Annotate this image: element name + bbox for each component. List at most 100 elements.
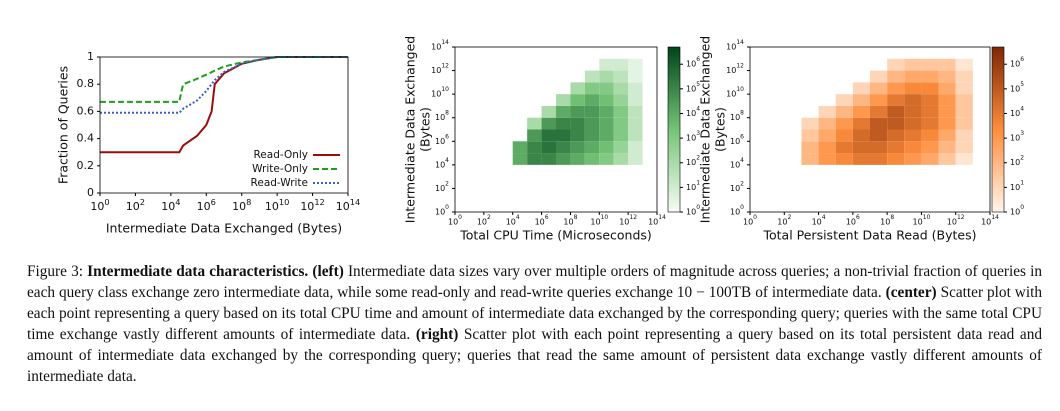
heat-cell	[938, 94, 956, 106]
y-tick-label: 0	[87, 186, 94, 199]
figure: 100 102 104 106 108 1010 1012 1014 0 0.2 0.4 0.6 0.8…	[56, 36, 1025, 243]
colorbar-tick-label: 104	[1010, 105, 1024, 118]
heat-cell	[904, 94, 922, 106]
y-tick-label: 1014	[726, 39, 744, 52]
x-tick-label: 1010	[265, 197, 290, 214]
heat-cell	[921, 153, 939, 165]
y-axis-label: Fraction of Queries	[56, 66, 71, 184]
heat-cell	[512, 153, 528, 165]
heat-cell	[584, 94, 600, 106]
heat-cell	[887, 105, 905, 118]
heat-cell	[801, 129, 819, 142]
y-tick-label: 102	[435, 180, 449, 193]
colorbar-tick-label: 106	[1010, 56, 1024, 69]
heat-cell	[835, 141, 853, 154]
y-axis-label: (Bytes)	[713, 107, 728, 152]
heat-cell	[599, 94, 614, 106]
legend-label: Read-Write	[251, 177, 308, 189]
heat-cell	[887, 82, 905, 95]
y-tick-label: 108	[730, 109, 744, 122]
x-tick-label: 104	[812, 214, 826, 227]
heat-cell	[801, 153, 819, 165]
x-tick-label: 1010	[590, 214, 608, 227]
heat-cell	[887, 117, 905, 130]
heat-cell	[613, 94, 629, 106]
y-tick-label: 0.6	[77, 104, 95, 117]
heat-cell	[599, 153, 614, 165]
heat-cell	[628, 58, 643, 71]
heat-cell	[938, 82, 956, 95]
plot-frame	[749, 46, 991, 213]
heat-cell	[921, 105, 939, 118]
x-tick-label: 100	[743, 214, 757, 227]
y-tick-label: 100	[730, 204, 744, 217]
heat-cell	[570, 82, 585, 95]
x-tick-label: 1010	[913, 214, 931, 227]
heat-cell	[541, 129, 556, 142]
caption-text: (left)	[312, 263, 344, 280]
heat-cell	[955, 82, 973, 95]
heat-cell	[818, 129, 836, 142]
x-tick-label: 104	[506, 214, 520, 227]
x-tick-label: 1014	[648, 214, 666, 227]
heat-cell	[955, 70, 973, 83]
y-tick-label: 1014	[431, 39, 449, 52]
x-tick-label: 108	[880, 214, 894, 227]
heat-cell	[613, 129, 629, 142]
x-axis-label: Total Persistent Data Read (Bytes)	[762, 228, 976, 243]
heat-cell	[556, 105, 571, 118]
heat-cell	[527, 117, 542, 130]
plot-frame	[99, 56, 349, 194]
x-tick-label: 102	[477, 214, 491, 227]
heat-cell	[628, 82, 643, 95]
heat-cell	[904, 70, 922, 83]
heat-cell	[584, 82, 600, 95]
legend-label: Write-Only	[252, 163, 308, 175]
heat-cell	[818, 153, 836, 165]
colorbar-tick-label: 100	[1010, 204, 1024, 217]
heat-cell	[556, 129, 571, 142]
heat-cell	[955, 129, 973, 142]
heat-cell	[570, 94, 585, 106]
x-axis-label: Intermediate Data Exchanged (Bytes)	[106, 221, 342, 236]
heat-cell	[570, 153, 585, 165]
y-axis-label: (Bytes)	[418, 107, 433, 152]
x-tick-label: 1014	[981, 214, 999, 227]
heat-cell	[584, 117, 600, 130]
heat-cell	[584, 141, 600, 154]
heat-cell	[887, 153, 905, 165]
heat-cell	[541, 117, 556, 130]
heat-cell	[584, 105, 600, 118]
heat-cell	[628, 153, 643, 165]
heat-cell	[527, 129, 542, 142]
heat-cell	[556, 141, 571, 154]
x-tick-label: 106	[846, 214, 860, 227]
y-tick-label: 104	[435, 156, 449, 169]
colorbar-tick-label: 102	[1010, 154, 1024, 167]
heat-cell	[870, 82, 888, 95]
legend-label: Read-Only	[253, 149, 308, 161]
heat-cell	[955, 94, 973, 106]
heat-cell	[938, 117, 956, 130]
heat-cell	[570, 117, 585, 130]
x-tick-label: 106	[197, 197, 216, 214]
heat-cell	[628, 94, 643, 106]
colorbar-tick-label: 105	[1010, 80, 1024, 93]
y-tick-label: 106	[730, 133, 744, 146]
heat-cell	[904, 82, 922, 95]
x-tick-label: 1012	[300, 197, 325, 214]
x-tick-label: 102	[777, 214, 791, 227]
heat-cell	[955, 153, 973, 165]
heat-cell	[570, 105, 585, 118]
x-tick-label: 104	[161, 197, 180, 214]
heat-cell	[921, 117, 939, 130]
heat-cell	[887, 94, 905, 106]
y-tick-label: 0.2	[77, 159, 95, 172]
heat-cell	[870, 70, 888, 83]
caption-text: (center)	[885, 284, 937, 301]
heat-cell	[599, 70, 614, 83]
y-axis-label: Intermediate Data Exchanged	[403, 36, 418, 223]
heat-cell	[599, 129, 614, 142]
series-line	[100, 56, 348, 103]
